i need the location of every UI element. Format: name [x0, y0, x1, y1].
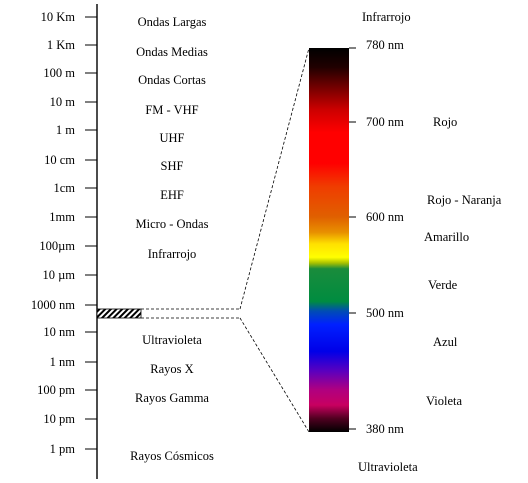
band-label: SHF [161, 159, 184, 173]
scale-label: 10 µm [42, 268, 75, 282]
scale-label: 1 pm [50, 442, 76, 456]
scale-label: 10 pm [43, 412, 75, 426]
tick-label-700: 700 nm [366, 115, 404, 129]
band-label: Micro - Ondas [136, 217, 209, 231]
scale-label: 10 nm [43, 325, 75, 339]
tick-label-780: 780 nm [366, 38, 404, 52]
scale-label: 100 pm [37, 383, 75, 397]
color-label-rojo: Rojo [433, 115, 457, 129]
projection-line-top [239, 47, 310, 310]
band-label: Ultravioleta [142, 333, 202, 347]
visible-spectrum-bar [309, 48, 349, 432]
scale-label: 1mm [49, 210, 75, 224]
scale-label: 1 Km [47, 38, 75, 52]
scale-label: 10 Km [41, 10, 76, 24]
band-label: Rayos Gamma [135, 391, 209, 405]
band-label: Ondas Medias [136, 45, 208, 59]
scale-label: 1 nm [50, 355, 76, 369]
band-label: Rayos Cósmicos [130, 449, 214, 463]
visible-band-marker [96, 308, 142, 319]
band-label: FM - VHF [145, 103, 198, 117]
scale-label: 1000 nm [31, 298, 75, 312]
color-label-azul: Azul [433, 335, 458, 349]
band-label: Ondas Cortas [138, 73, 206, 87]
color-label-rojo-naranja: Rojo - Naranja [427, 193, 502, 207]
tick-label-380: 380 nm [366, 422, 404, 436]
color-label-violeta: Violeta [426, 394, 462, 408]
projection-line-bottom [239, 317, 310, 433]
color-label-amarillo: Amarillo [424, 230, 469, 244]
color-label-verde: Verde [428, 278, 458, 292]
spectrum-ticks [349, 47, 356, 430]
tick-label-500: 500 nm [366, 306, 404, 320]
tick-label-600: 600 nm [366, 210, 404, 224]
band-label: UHF [159, 131, 184, 145]
scale-label: 10 cm [44, 153, 75, 167]
infrarrojo-top-label: Infrarrojo [362, 10, 411, 24]
band-label: Rayos X [150, 362, 193, 376]
band-label: Infrarrojo [148, 247, 197, 261]
scale-label: 1cm [53, 181, 75, 195]
band-label: EHF [160, 188, 184, 202]
band-label: Ondas Largas [138, 15, 207, 29]
scale-label: 1 m [56, 123, 75, 137]
ultravioleta-bottom-label: Ultravioleta [358, 460, 418, 474]
scale-label: 100 m [43, 66, 75, 80]
scale-label: 100µm [39, 239, 75, 253]
scale-label: 10 m [50, 95, 76, 109]
